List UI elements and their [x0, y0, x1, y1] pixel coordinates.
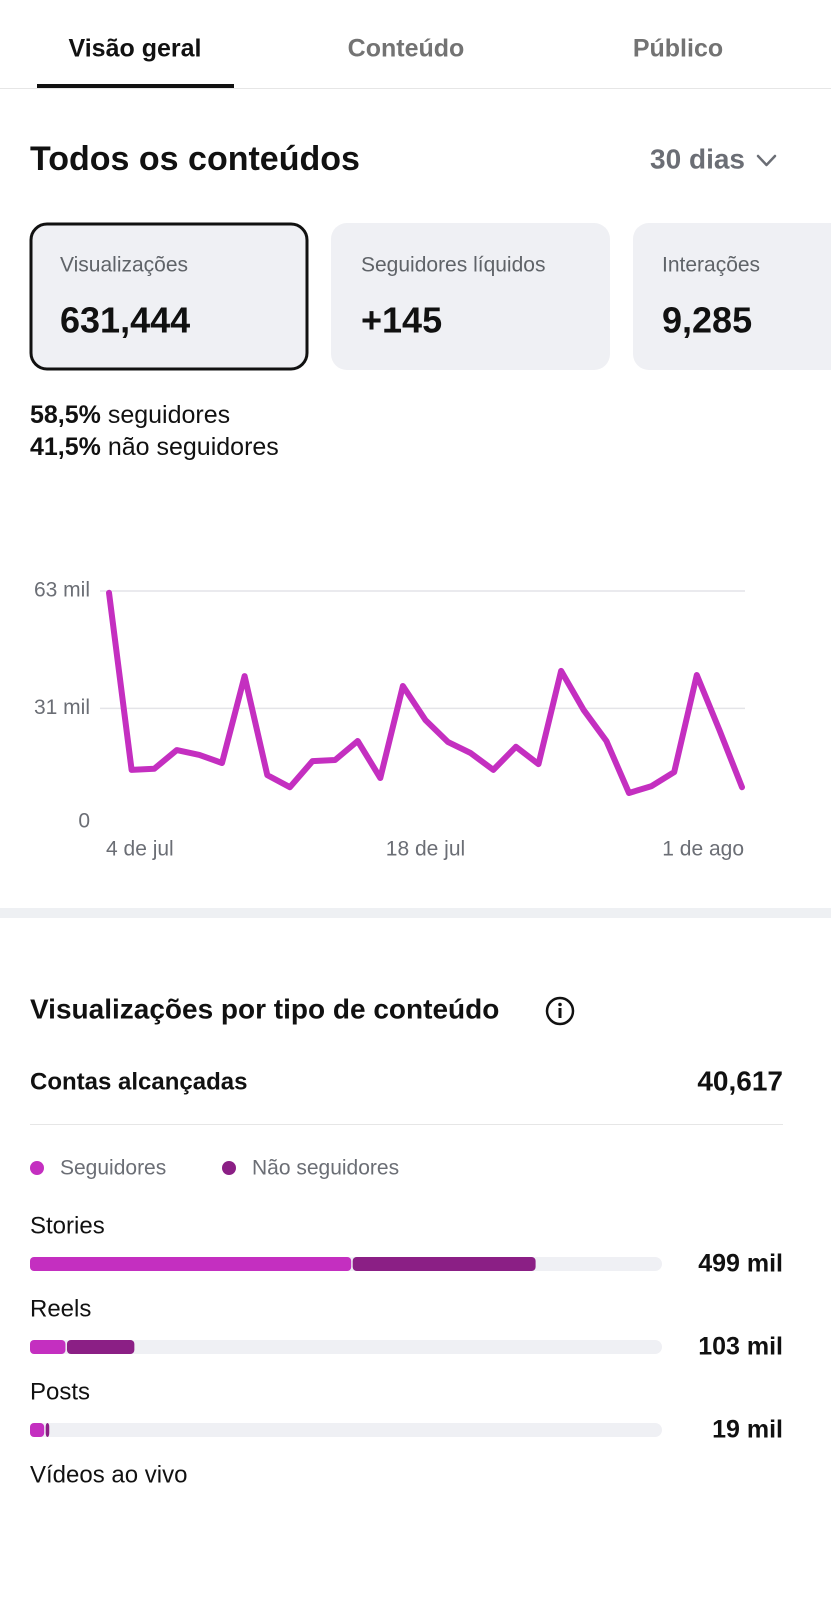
reach-value: 40,617: [697, 1065, 783, 1096]
x-tick-label: 18 de jul: [386, 838, 465, 861]
category-label: Posts: [30, 1378, 90, 1405]
section-separator: [0, 908, 831, 918]
audience-line: 41,5% não seguidores: [30, 433, 279, 461]
tab[interactable]: Conteúdo: [348, 35, 465, 63]
total-label: 499 mil: [698, 1250, 783, 1278]
info-icon[interactable]: [545, 996, 575, 1026]
info-icon-bar: [558, 1008, 562, 1018]
bar-segment: [30, 1423, 45, 1437]
tab-indicator: [37, 84, 234, 88]
chevron[interactable]: [756, 154, 777, 167]
card-label: Seguidores líquidos: [361, 254, 545, 277]
bar-chart: Seguidores Não seguidores Stories 499 mil Re…: [30, 1157, 783, 1488]
percent: 58,5%: [30, 401, 101, 429]
bar-segment: [30, 1340, 66, 1354]
info-icon-dot: [558, 1002, 562, 1007]
card-value: +145: [361, 300, 442, 341]
audience-line: 58,5% seguidores: [30, 401, 230, 429]
x-tick-label: 1 de ago: [662, 838, 744, 861]
category-label: Stories: [30, 1212, 105, 1239]
bar-segment: [66, 1340, 135, 1354]
card-label: Interações: [662, 254, 760, 277]
tab[interactable]: Público: [633, 35, 723, 63]
line-series: [106, 589, 745, 796]
bar-segment: [30, 1257, 352, 1271]
category-label: Reels: [30, 1295, 91, 1322]
total-label: 103 mil: [698, 1333, 783, 1361]
total-label: 19 mil: [712, 1416, 783, 1444]
bar-segment: [45, 1423, 50, 1437]
line-chart: 0 31 mil 63 mil 4 de jul 18 de jul 1 de ago: [34, 579, 745, 861]
bar-segment: [352, 1257, 536, 1271]
reach-label: Contas alcançadas: [30, 1068, 247, 1095]
legend-swatch: [222, 1161, 236, 1175]
y-tick-label: 63 mil: [34, 579, 90, 602]
card[interactable]: [331, 223, 610, 370]
legend-label: Seguidores: [60, 1157, 166, 1180]
category-label: Vídeos ao vivo: [30, 1461, 187, 1488]
audience-label: não seguidores: [108, 433, 279, 461]
legend-label: Não seguidores: [252, 1157, 399, 1180]
y-tick-label: 0: [78, 810, 90, 833]
bar-track: [30, 1340, 662, 1354]
period-selector[interactable]: 30 dias: [650, 143, 745, 174]
section-title: Todos os conteúdos: [30, 140, 360, 178]
percent: 41,5%: [30, 433, 101, 461]
audience-label: seguidores: [108, 401, 230, 429]
bar-track: [30, 1423, 662, 1437]
card-label: Visualizações: [60, 254, 188, 277]
y-tick-label: 31 mil: [34, 696, 90, 719]
card[interactable]: [633, 223, 831, 370]
tab[interactable]: Visão geral: [69, 35, 202, 63]
breakdown-title: Visualizações por tipo de conteúdo: [30, 993, 499, 1024]
card[interactable]: [29, 222, 309, 371]
x-tick-label: 4 de jul: [106, 838, 174, 861]
legend-swatch: [30, 1161, 44, 1175]
card-value: 631,444: [60, 300, 190, 341]
card-value: 9,285: [662, 300, 752, 341]
